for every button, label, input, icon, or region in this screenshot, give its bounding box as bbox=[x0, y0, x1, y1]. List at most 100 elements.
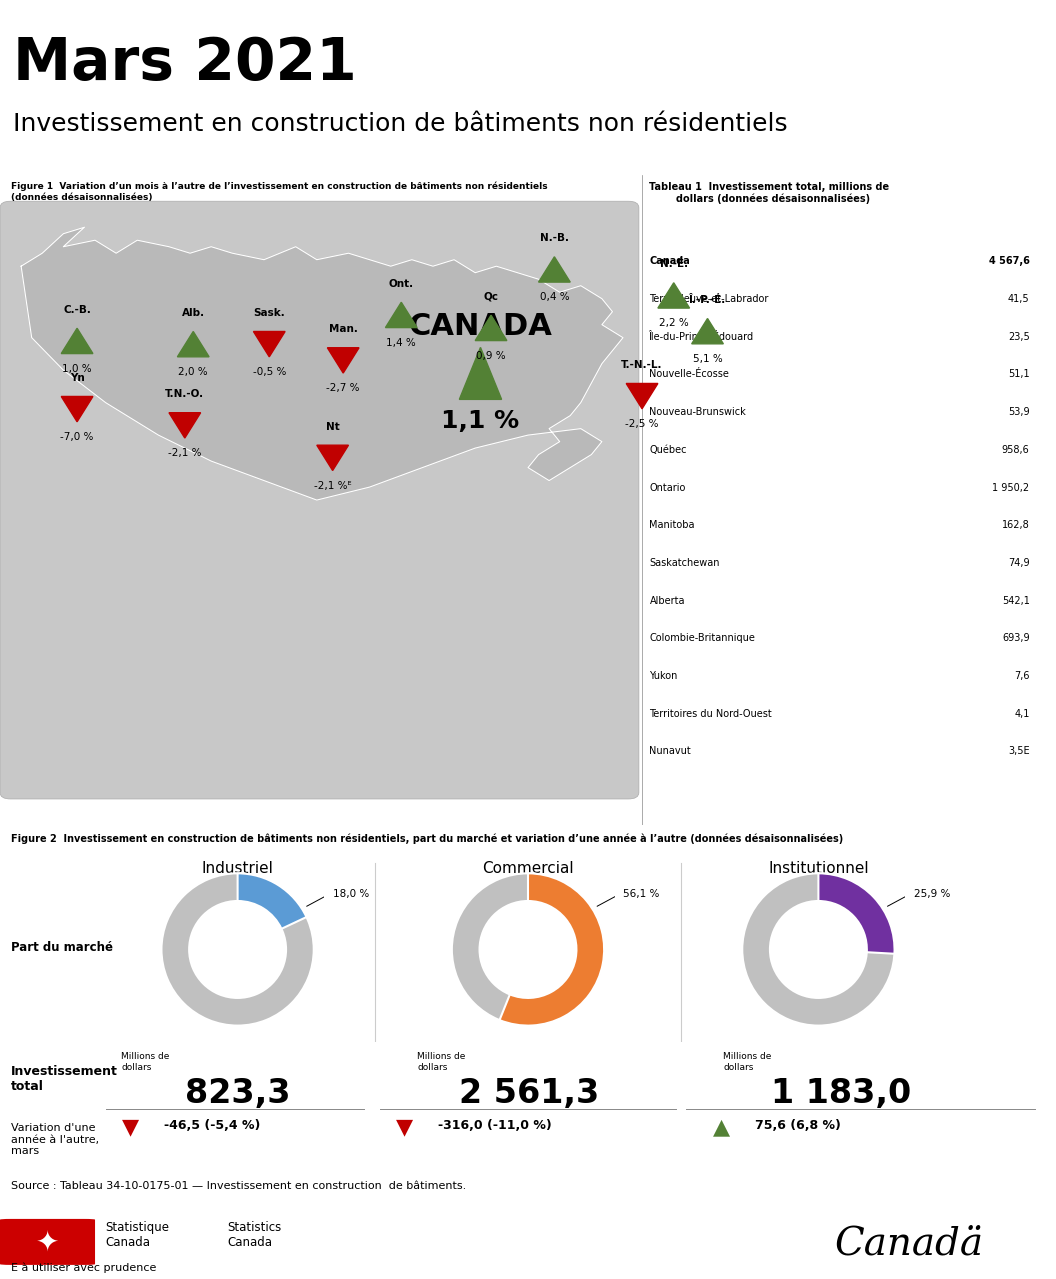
Text: Nt: Nt bbox=[325, 422, 340, 432]
Text: 1,0 %: 1,0 % bbox=[62, 363, 92, 373]
Polygon shape bbox=[692, 318, 723, 344]
Text: 162,8: 162,8 bbox=[1002, 521, 1030, 531]
Text: ✦: ✦ bbox=[36, 1228, 59, 1256]
Text: 2,0 %: 2,0 % bbox=[178, 367, 208, 377]
Text: Ontario: Ontario bbox=[649, 482, 685, 492]
Text: 7,6: 7,6 bbox=[1014, 671, 1030, 680]
Text: T.-N.-L.: T.-N.-L. bbox=[621, 361, 663, 370]
Text: 51,1: 51,1 bbox=[1008, 370, 1030, 380]
Text: Québec: Québec bbox=[649, 445, 687, 455]
Text: Qc: Qc bbox=[484, 292, 498, 302]
Text: 4,1: 4,1 bbox=[1014, 709, 1030, 719]
Polygon shape bbox=[61, 396, 93, 422]
Text: Sask.: Sask. bbox=[253, 308, 285, 318]
Text: Territoires du Nord-Ouest: Territoires du Nord-Ouest bbox=[649, 709, 772, 719]
Polygon shape bbox=[169, 413, 201, 437]
Text: Canada: Canada bbox=[649, 256, 691, 266]
Polygon shape bbox=[177, 331, 209, 357]
Text: 1,4 %: 1,4 % bbox=[386, 338, 416, 348]
Text: Nouveau-Brunswick: Nouveau-Brunswick bbox=[649, 407, 747, 417]
Text: -2,5 %: -2,5 % bbox=[625, 420, 659, 428]
Text: Île-du-Prince-Édouard: Île-du-Prince-Édouard bbox=[649, 331, 755, 341]
Polygon shape bbox=[61, 329, 93, 353]
Text: Industriel: Industriel bbox=[202, 861, 274, 876]
Text: 4 567,6: 4 567,6 bbox=[988, 256, 1030, 266]
Text: 1 183,0: 1 183,0 bbox=[771, 1077, 911, 1110]
Text: Commercial: Commercial bbox=[483, 861, 573, 876]
Text: Variation d'une
année à l'autre,
mars: Variation d'une année à l'autre, mars bbox=[11, 1123, 98, 1156]
Text: ▼: ▼ bbox=[396, 1117, 413, 1137]
Text: Part du marché: Part du marché bbox=[11, 941, 113, 954]
Polygon shape bbox=[327, 348, 359, 373]
Text: -0,5 %: -0,5 % bbox=[252, 367, 286, 377]
Text: 542,1: 542,1 bbox=[1002, 596, 1030, 605]
Text: Institutionnel: Institutionnel bbox=[768, 861, 869, 876]
Text: 823,3: 823,3 bbox=[185, 1077, 290, 1110]
Text: Man.: Man. bbox=[328, 325, 358, 334]
Text: CANADA: CANADA bbox=[409, 312, 552, 341]
Text: E à utiliser avec prudence: E à utiliser avec prudence bbox=[11, 1262, 156, 1273]
Text: N.-B.: N.-B. bbox=[540, 234, 569, 243]
Text: 41,5: 41,5 bbox=[1008, 294, 1030, 304]
Text: 1,1 %: 1,1 % bbox=[441, 409, 520, 434]
Text: ▲: ▲ bbox=[713, 1117, 730, 1137]
Text: N.-É.: N.-É. bbox=[660, 260, 687, 270]
Text: Yukon: Yukon bbox=[649, 671, 678, 680]
Text: Canadä: Canadä bbox=[834, 1225, 983, 1262]
Polygon shape bbox=[459, 348, 502, 399]
Text: 1 950,2: 1 950,2 bbox=[993, 482, 1030, 492]
Text: 693,9: 693,9 bbox=[1002, 633, 1030, 643]
Text: Nouvelle-Écosse: Nouvelle-Écosse bbox=[649, 370, 730, 380]
Wedge shape bbox=[818, 874, 894, 954]
FancyBboxPatch shape bbox=[0, 1219, 95, 1265]
Text: 2 561,3: 2 561,3 bbox=[459, 1077, 600, 1110]
Text: 5,1 %: 5,1 % bbox=[693, 354, 722, 365]
Text: Alb.: Alb. bbox=[182, 308, 205, 318]
Text: Millions de
dollars: Millions de dollars bbox=[723, 1053, 772, 1072]
Text: Source : Tableau 34-10-0175-01 — Investissement en construction  de bâtiments.: Source : Tableau 34-10-0175-01 — Investi… bbox=[11, 1181, 466, 1191]
Text: Manitoba: Manitoba bbox=[649, 521, 695, 531]
Text: Millions de
dollars: Millions de dollars bbox=[121, 1053, 170, 1072]
Text: Millions de
dollars: Millions de dollars bbox=[417, 1053, 466, 1072]
Wedge shape bbox=[499, 874, 604, 1026]
Text: Terre-Neuve-et-Labrador: Terre-Neuve-et-Labrador bbox=[649, 294, 769, 304]
Text: Î.-P.-É.: Î.-P.-É. bbox=[689, 295, 727, 306]
Polygon shape bbox=[539, 257, 570, 283]
Text: Mars 2021: Mars 2021 bbox=[13, 35, 357, 92]
Polygon shape bbox=[385, 302, 417, 327]
Text: -2,1 %: -2,1 % bbox=[168, 448, 202, 458]
Polygon shape bbox=[658, 283, 690, 308]
Text: Alberta: Alberta bbox=[649, 596, 685, 605]
Text: Figure 1  Variation d’un mois à l’autre de l’investissement en construction de b: Figure 1 Variation d’un mois à l’autre d… bbox=[11, 182, 547, 202]
Polygon shape bbox=[317, 445, 348, 471]
Text: Nunavut: Nunavut bbox=[649, 747, 692, 756]
Text: 958,6: 958,6 bbox=[1002, 445, 1030, 455]
Wedge shape bbox=[452, 874, 604, 1026]
Wedge shape bbox=[238, 874, 306, 929]
Wedge shape bbox=[162, 874, 314, 1026]
Polygon shape bbox=[626, 384, 658, 409]
Text: Investissement en construction de bâtiments non résidentiels: Investissement en construction de bâtime… bbox=[13, 113, 788, 137]
Wedge shape bbox=[742, 874, 894, 1026]
Text: -46,5 (-5,4 %): -46,5 (-5,4 %) bbox=[164, 1119, 260, 1132]
Text: Statistics
Canada: Statistics Canada bbox=[227, 1221, 281, 1250]
Text: 56,1 %: 56,1 % bbox=[623, 889, 660, 899]
Text: 2,2 %: 2,2 % bbox=[659, 318, 689, 329]
Text: Tableau 1  Investissement total, millions de
        dollars (données désaisonna: Tableau 1 Investissement total, millions… bbox=[649, 182, 889, 203]
Text: 75,6 (6,8 %): 75,6 (6,8 %) bbox=[755, 1119, 841, 1132]
Text: 53,9: 53,9 bbox=[1008, 407, 1030, 417]
Text: T.N.-O.: T.N.-O. bbox=[165, 389, 205, 399]
Text: ▼: ▼ bbox=[121, 1117, 138, 1137]
Text: Investissement
total: Investissement total bbox=[11, 1064, 117, 1092]
Text: 23,5: 23,5 bbox=[1007, 331, 1030, 341]
Text: Figure 2  Investissement en construction de bâtiments non résidentiels, part du : Figure 2 Investissement en construction … bbox=[11, 834, 843, 844]
Text: -2,7 %: -2,7 % bbox=[326, 384, 360, 393]
Text: 74,9: 74,9 bbox=[1008, 558, 1030, 568]
Text: Yn: Yn bbox=[70, 373, 84, 384]
Text: -316,0 (-11,0 %): -316,0 (-11,0 %) bbox=[438, 1119, 552, 1132]
Text: Colombie-Britannique: Colombie-Britannique bbox=[649, 633, 755, 643]
Text: Ont.: Ont. bbox=[389, 279, 414, 289]
Polygon shape bbox=[21, 228, 623, 500]
Text: C.-B.: C.-B. bbox=[63, 304, 91, 315]
Polygon shape bbox=[253, 331, 285, 357]
